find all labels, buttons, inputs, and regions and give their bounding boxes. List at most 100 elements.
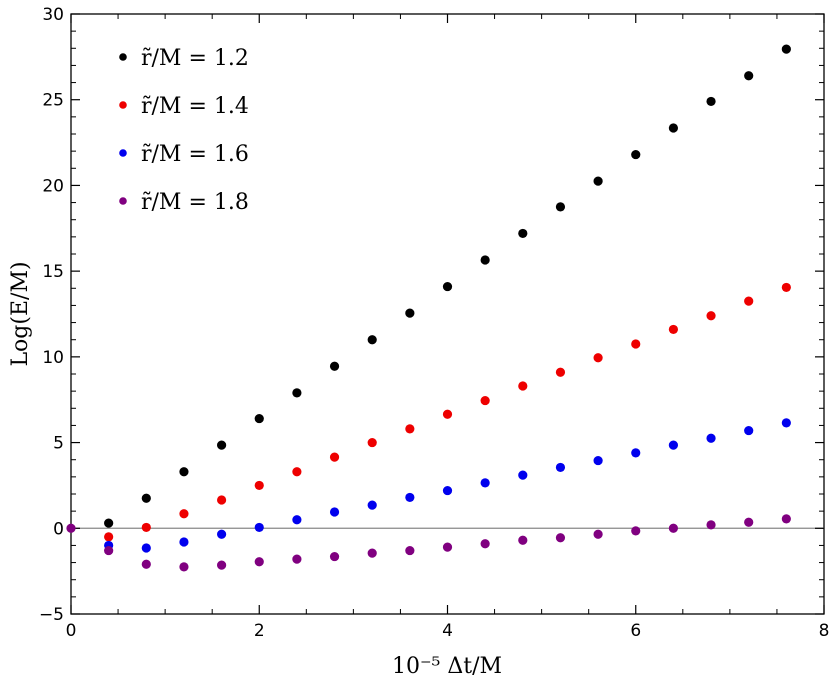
- data-point-series-2: [480, 395, 490, 406]
- data-point-series-3: [781, 418, 791, 428]
- data-point-series-2: [104, 532, 114, 542]
- data-point-series-4: [254, 557, 264, 567]
- data-point-series-1: [179, 467, 189, 477]
- data-point-series-3: [179, 537, 189, 547]
- y-tick-label: 10: [42, 348, 64, 368]
- data-point-series-4: [179, 562, 189, 572]
- data-point-series-2: [179, 509, 189, 519]
- data-point-series-1: [480, 255, 490, 265]
- data-point-series-2: [668, 324, 679, 335]
- x-axis-title: 10⁻⁵ Δt/M: [392, 654, 502, 679]
- data-point-series-1: [744, 71, 754, 81]
- data-point-series-1: [292, 388, 302, 398]
- data-point-series-4: [141, 559, 151, 569]
- data-point-series-1: [555, 202, 566, 212]
- data-point-series-4: [744, 517, 754, 527]
- data-point-series-2: [706, 311, 716, 321]
- legend-label-series-2: r̃/M = 1.4: [141, 94, 249, 119]
- data-point-series-1: [254, 413, 264, 424]
- legend-label-series-3: r̃/M = 1.6: [141, 142, 249, 167]
- data-point-series-1: [781, 44, 791, 54]
- data-point-series-4: [706, 520, 716, 530]
- data-point-series-4: [631, 526, 641, 536]
- data-point-series-3: [706, 433, 716, 443]
- data-point-series-3: [631, 448, 641, 458]
- data-point-series-4: [593, 529, 603, 539]
- y-tick-label: 15: [42, 262, 64, 282]
- x-tick-label: 4: [442, 621, 453, 641]
- legend-marker-series-3: [119, 149, 127, 157]
- x-tick-label: 2: [254, 621, 265, 641]
- legend-label-series-1: r̃/M = 1.2: [141, 46, 249, 71]
- y-tick-label: 5: [53, 434, 64, 454]
- data-point-series-3: [292, 515, 302, 525]
- data-point-series-1: [141, 493, 151, 503]
- data-point-series-2: [254, 480, 264, 491]
- data-point-series-3: [405, 492, 415, 503]
- data-point-series-4: [555, 533, 566, 543]
- data-point-series-4: [405, 545, 415, 556]
- x-tick-label: 8: [819, 621, 830, 641]
- legend-marker-series-2: [119, 101, 127, 109]
- data-point-series-1: [367, 335, 377, 345]
- data-point-series-4: [518, 535, 528, 545]
- x-tick-label: 0: [66, 621, 77, 641]
- data-point-series-1: [104, 518, 114, 528]
- data-point-series-4: [104, 545, 114, 556]
- data-point-series-2: [405, 424, 415, 434]
- data-point-series-4: [292, 554, 302, 564]
- data-point-series-2: [593, 353, 603, 363]
- data-point-series-3: [442, 485, 453, 496]
- data-point-series-3: [329, 507, 340, 517]
- y-axis-title: Log(E/M): [8, 261, 33, 366]
- data-point-series-2: [367, 437, 377, 448]
- y-tick-label: 30: [42, 5, 64, 25]
- data-point-series-4: [66, 523, 76, 533]
- data-point-series-3: [668, 440, 679, 450]
- data-point-series-4: [668, 523, 679, 533]
- data-point-series-4: [480, 539, 490, 549]
- data-point-series-1: [217, 440, 227, 450]
- data-point-series-2: [744, 296, 754, 306]
- data-point-series-3: [744, 425, 754, 436]
- data-point-series-3: [555, 462, 566, 473]
- legend-marker-series-1: [119, 53, 127, 61]
- data-point-series-1: [668, 123, 679, 133]
- data-point-series-3: [367, 500, 377, 510]
- data-point-series-1: [518, 228, 528, 239]
- x-tick-label: 6: [630, 621, 641, 641]
- data-points: [66, 44, 791, 572]
- data-point-series-1: [631, 149, 641, 160]
- y-tick-label: 20: [42, 176, 64, 196]
- y-tick-label: 25: [42, 91, 64, 111]
- legend: r̃/M = 1.2 r̃/M = 1.4 r̃/M = 1.6 r̃/M = 1.8: [119, 46, 249, 215]
- data-point-series-4: [329, 551, 340, 562]
- data-point-series-2: [518, 381, 528, 391]
- data-point-series-2: [329, 452, 340, 462]
- data-point-series-1: [442, 281, 453, 292]
- data-point-series-2: [292, 467, 302, 477]
- data-point-series-4: [442, 542, 453, 552]
- data-point-series-3: [480, 478, 490, 488]
- data-point-series-3: [593, 455, 603, 466]
- data-point-series-1: [329, 361, 340, 371]
- y-tick-label: −5: [39, 605, 64, 625]
- y-tick-label: 0: [53, 519, 64, 539]
- legend-marker-series-4: [119, 197, 127, 205]
- data-point-series-1: [593, 176, 603, 186]
- data-point-series-1: [706, 96, 716, 107]
- data-point-series-2: [217, 495, 227, 505]
- data-point-series-4: [217, 560, 227, 570]
- data-point-series-3: [254, 522, 264, 533]
- data-point-series-3: [141, 543, 151, 553]
- legend-label-series-4: r̃/M = 1.8: [141, 190, 249, 215]
- data-point-series-2: [555, 367, 566, 377]
- data-point-series-4: [367, 548, 377, 558]
- data-point-series-3: [217, 529, 227, 539]
- data-point-series-2: [631, 339, 641, 349]
- data-point-series-2: [141, 522, 151, 533]
- data-point-series-2: [781, 282, 791, 293]
